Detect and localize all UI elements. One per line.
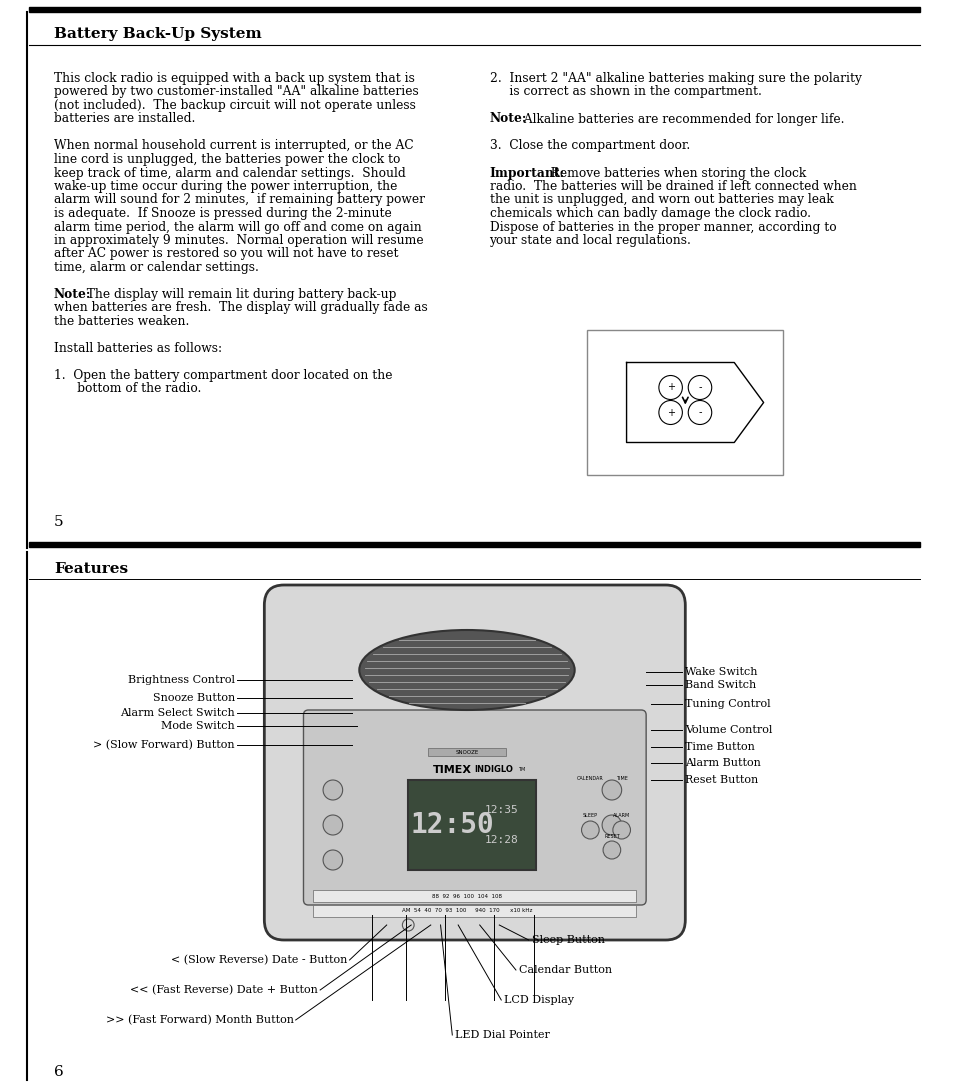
Text: Important:: Important:: [489, 167, 564, 180]
Text: Features: Features: [53, 562, 128, 576]
Text: your state and local regulations.: your state and local regulations.: [489, 234, 691, 247]
Text: +: +: [666, 408, 674, 417]
Text: Wake Switch: Wake Switch: [684, 667, 757, 678]
Text: Brightness Control: Brightness Control: [128, 675, 234, 685]
Text: Sleep Button: Sleep Button: [531, 935, 604, 945]
FancyBboxPatch shape: [303, 710, 645, 905]
Bar: [30, 542, 920, 547]
Text: alarm time period, the alarm will go off and come on again: alarm time period, the alarm will go off…: [53, 220, 421, 233]
Text: Snooze Button: Snooze Button: [152, 693, 234, 704]
Text: the batteries weaken.: the batteries weaken.: [53, 315, 189, 328]
Text: This clock radio is equipped with a back up system that is: This clock radio is equipped with a back…: [53, 72, 415, 85]
Text: 3.  Close the compartment door.: 3. Close the compartment door.: [489, 140, 689, 153]
Text: line cord is unplugged, the batteries power the clock to: line cord is unplugged, the batteries po…: [53, 153, 400, 166]
FancyBboxPatch shape: [264, 585, 684, 940]
Text: Time Button: Time Button: [684, 743, 755, 752]
Text: radio.  The batteries will be drained if left connected when: radio. The batteries will be drained if …: [489, 180, 856, 193]
Text: Alarm Button: Alarm Button: [684, 758, 760, 767]
Text: bottom of the radio.: bottom of the radio.: [53, 383, 201, 396]
Text: 12:35: 12:35: [484, 805, 517, 815]
Text: is correct as shown in the compartment.: is correct as shown in the compartment.: [489, 86, 760, 99]
Text: RESET: RESET: [603, 834, 619, 839]
Text: Battery Back-Up System: Battery Back-Up System: [53, 27, 261, 41]
Bar: [313, 890, 636, 902]
Text: Note:: Note:: [489, 113, 526, 126]
Text: +: +: [666, 383, 674, 392]
Text: SLEEP: SLEEP: [582, 813, 598, 818]
Circle shape: [581, 821, 598, 839]
Text: << (Fast Reverse) Date + Button: << (Fast Reverse) Date + Button: [131, 985, 318, 995]
Text: ALARM: ALARM: [613, 813, 630, 818]
Text: 12:50: 12:50: [410, 811, 494, 839]
Bar: [313, 905, 636, 917]
Text: 5: 5: [53, 515, 64, 529]
Text: Mode Switch: Mode Switch: [161, 721, 234, 731]
Text: INDIGLO: INDIGLO: [474, 765, 512, 774]
Text: 88  92  96  100  104  108: 88 92 96 100 104 108: [432, 893, 501, 899]
Text: When normal household current is interrupted, or the AC: When normal household current is interru…: [53, 140, 413, 153]
Text: 6: 6: [53, 1064, 64, 1079]
Text: powered by two customer-installed "AA" alkaline batteries: powered by two customer-installed "AA" a…: [53, 86, 418, 99]
Text: 2.  Insert 2 "AA" alkaline batteries making sure the polarity: 2. Insert 2 "AA" alkaline batteries maki…: [489, 72, 861, 85]
Text: Volume Control: Volume Control: [684, 725, 772, 735]
Text: alarm will sound for 2 minutes,  if remaining battery power: alarm will sound for 2 minutes, if remai…: [53, 194, 424, 206]
Text: the unit is unplugged, and worn out batteries may leak: the unit is unplugged, and worn out batt…: [489, 194, 832, 206]
Text: AM  54  40  70  93  100     940  170      x10 kHz: AM 54 40 70 93 100 940 170 x10 kHz: [401, 908, 532, 914]
Text: Remove batteries when storing the clock: Remove batteries when storing the clock: [543, 167, 805, 180]
Text: when batteries are fresh.  The display will gradually fade as: when batteries are fresh. The display wi…: [53, 301, 427, 314]
Text: after AC power is restored so you will not have to reset: after AC power is restored so you will n…: [53, 247, 398, 260]
Text: Alkaline batteries are recommended for longer life.: Alkaline batteries are recommended for l…: [516, 113, 844, 126]
Text: < (Slow Reverse) Date - Button: < (Slow Reverse) Date - Button: [171, 955, 347, 965]
Text: Install batteries as follows:: Install batteries as follows:: [53, 341, 222, 354]
Text: -: -: [698, 383, 701, 392]
Text: is adequate.  If Snooze is pressed during the 2-minute: is adequate. If Snooze is pressed during…: [53, 207, 391, 220]
Circle shape: [323, 815, 342, 835]
Ellipse shape: [359, 630, 574, 710]
Text: TIMEX: TIMEX: [433, 765, 472, 775]
Text: Note:: Note:: [53, 288, 91, 301]
Text: The display will remain lit during battery back-up: The display will remain lit during batte…: [79, 288, 396, 301]
Text: chemicals which can badly damage the clock radio.: chemicals which can badly damage the clo…: [489, 207, 810, 220]
Text: 12:28: 12:28: [484, 835, 517, 846]
Circle shape: [601, 815, 621, 835]
Text: Reset Button: Reset Button: [684, 775, 758, 785]
Text: wake-up time occur during the power interruption, the: wake-up time occur during the power inte…: [53, 180, 396, 193]
Text: Band Switch: Band Switch: [684, 680, 756, 691]
Text: > (Slow Forward) Button: > (Slow Forward) Button: [93, 740, 234, 750]
Text: TIME: TIME: [615, 776, 627, 780]
Text: 1.  Open the battery compartment door located on the: 1. Open the battery compartment door loc…: [53, 369, 392, 382]
Text: Dispose of batteries in the proper manner, according to: Dispose of batteries in the proper manne…: [489, 220, 835, 233]
Bar: [30, 7, 920, 12]
Text: Tuning Control: Tuning Control: [684, 699, 770, 709]
Text: in approximately 9 minutes.  Normal operation will resume: in approximately 9 minutes. Normal opera…: [53, 234, 423, 247]
Text: >> (Fast Forward) Month Button: >> (Fast Forward) Month Button: [106, 1015, 294, 1025]
Bar: [427, 748, 506, 756]
Text: Calendar Button: Calendar Button: [518, 965, 612, 975]
Circle shape: [323, 850, 342, 870]
Circle shape: [602, 841, 620, 859]
Text: Alarm Select Switch: Alarm Select Switch: [120, 708, 234, 718]
Text: TM: TM: [517, 767, 524, 772]
Circle shape: [601, 780, 621, 800]
Text: batteries are installed.: batteries are installed.: [53, 113, 195, 126]
Bar: [587, 330, 782, 475]
Text: -: -: [698, 408, 701, 417]
Text: LCD Display: LCD Display: [504, 995, 574, 1005]
Circle shape: [612, 821, 630, 839]
Text: (not included).  The backup circuit will not operate unless: (not included). The backup circuit will …: [53, 99, 416, 112]
Circle shape: [323, 780, 342, 800]
Bar: [408, 780, 535, 870]
Text: LED Dial Pointer: LED Dial Pointer: [455, 1030, 550, 1040]
Text: SNOOZE: SNOOZE: [455, 749, 478, 754]
Text: time, alarm or calendar settings.: time, alarm or calendar settings.: [53, 261, 258, 274]
Text: keep track of time, alarm and calendar settings.  Should: keep track of time, alarm and calendar s…: [53, 167, 405, 180]
Text: CALENDAR: CALENDAR: [577, 776, 603, 780]
